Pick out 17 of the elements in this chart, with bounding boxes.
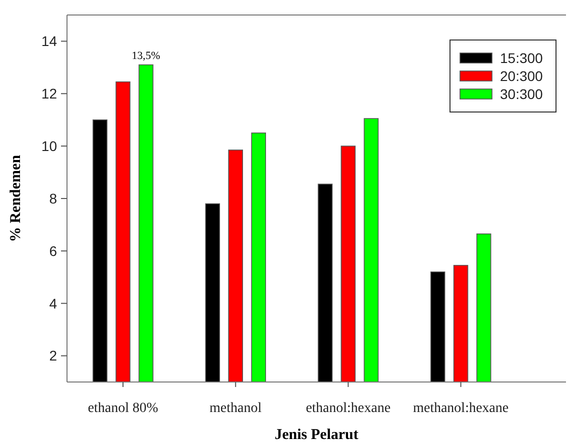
y-tick-label: 6 <box>49 242 58 259</box>
legend-label: 20:300 <box>500 68 544 84</box>
y-tick-label: 2 <box>49 348 58 364</box>
x-tick-label: methanol <box>210 401 262 416</box>
x-axis-title: Jenis Pelarut <box>274 427 358 443</box>
x-tick-label: methanol:hexane <box>412 401 509 416</box>
y-tick-label: 12 <box>41 86 58 102</box>
annotation: 13,5% <box>132 50 160 62</box>
legend-label: 15:300 <box>500 50 544 66</box>
x-tick-label: ethanol 80% <box>88 401 159 416</box>
y-tick-label: 14 <box>41 33 58 50</box>
x-tick-label: ethanol:hexane <box>306 401 391 416</box>
y-tick-label: 4 <box>49 295 58 312</box>
y-tick-label: 8 <box>49 190 58 206</box>
legend-label: 30:300 <box>500 86 544 102</box>
y-axis-title: % Rendemen <box>8 154 24 242</box>
y-tick-label: 10 <box>41 138 58 154</box>
